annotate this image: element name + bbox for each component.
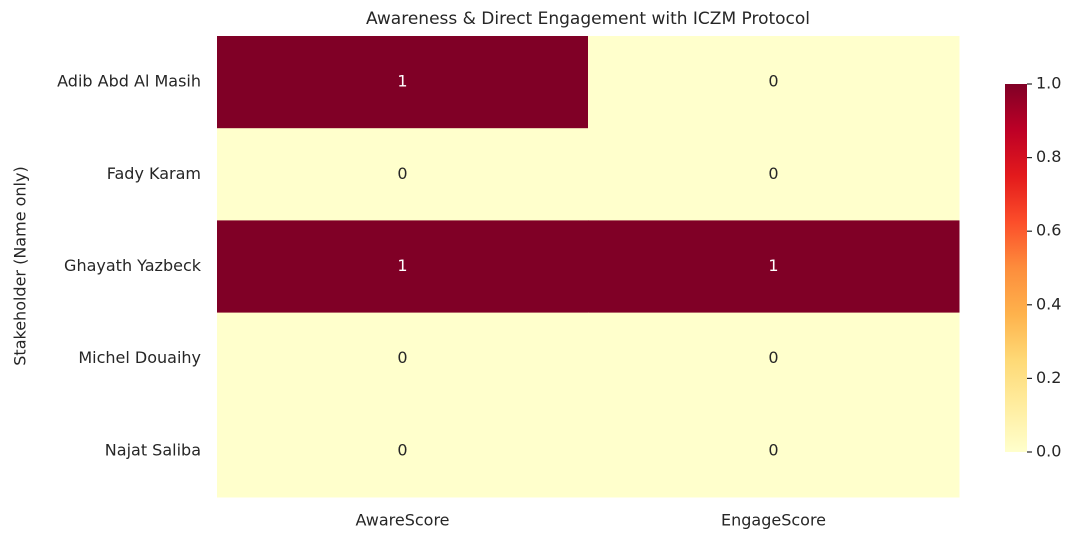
heatmap-cell (217, 404, 589, 498)
y-axis-label: Stakeholder (Name only) (11, 166, 30, 365)
cell-label: 1 (397, 256, 407, 275)
x-tick-label: EngageScore (721, 511, 826, 530)
heatmap-cell (217, 36, 589, 129)
colorbar-tick-label: 0.6 (1036, 221, 1061, 240)
heatmap-cell (588, 312, 960, 406)
heatmap-cell (217, 128, 589, 221)
heatmap-cell (588, 36, 960, 129)
cell-label: 0 (768, 164, 778, 183)
colorbar (1005, 84, 1027, 452)
y-tick-label: Fady Karam (107, 164, 201, 183)
heatmap-cell (217, 312, 589, 406)
colorbar-tick-label: 0.4 (1036, 294, 1061, 313)
y-tick-label: Michel Douaihy (78, 348, 201, 367)
colorbar-tick-label: 1.0 (1036, 74, 1061, 93)
cell-label: 0 (768, 72, 778, 91)
y-tick-label: Adib Abd Al Masih (57, 72, 201, 91)
y-tick-label: Ghayath Yazbeck (64, 256, 202, 275)
chart-title: Awareness & Direct Engagement with ICZM … (366, 9, 810, 29)
cell-label: 1 (768, 256, 778, 275)
cell-label: 0 (768, 440, 778, 459)
heatmap-cell (588, 128, 960, 221)
colorbar-tick-label: 0.8 (1036, 147, 1061, 166)
heatmap-cell (217, 220, 589, 314)
cell-label: 0 (768, 348, 778, 367)
heatmap-cell (588, 220, 960, 314)
y-tick-label: Najat Saliba (105, 440, 201, 459)
colorbar-tick-label: 0.2 (1036, 368, 1061, 387)
cell-label: 1 (397, 72, 407, 91)
cell-label: 0 (397, 440, 407, 459)
heatmap-cell (588, 404, 960, 498)
cell-label: 0 (397, 348, 407, 367)
colorbar-tick-label: 0.0 (1036, 442, 1061, 461)
cell-label: 0 (397, 164, 407, 183)
x-tick-label: AwareScore (355, 511, 449, 530)
